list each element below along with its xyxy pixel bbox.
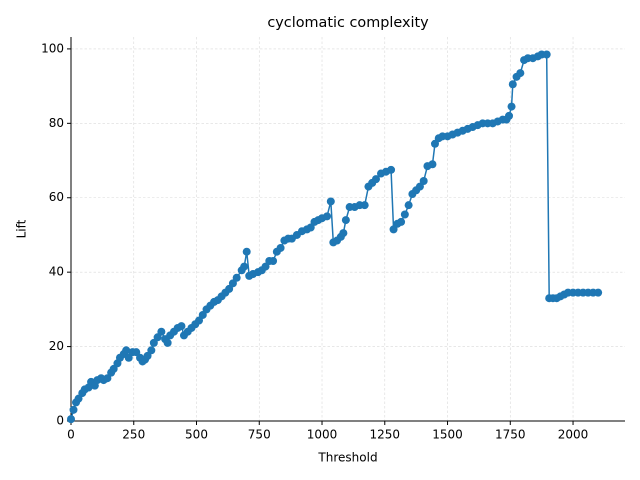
y-tick-label: 60 [49,190,64,204]
y-tick-label: 0 [56,414,64,428]
data-point [400,210,409,219]
data-point [542,50,551,59]
chart-title: cyclomatic complexity [267,15,429,31]
data-point [323,212,332,221]
data-point [508,80,517,89]
data-point [594,288,603,297]
data-point [341,216,350,225]
data-point [69,405,78,414]
data-point [360,201,369,210]
data-point [326,197,335,206]
data-point [507,102,516,111]
data-point [371,175,380,184]
data-point [505,111,514,120]
data-point [147,346,156,355]
x-tick-label: 500 [185,428,208,442]
y-axis-label: Lift [15,219,29,238]
data-point [428,160,437,169]
x-tick-label: 1750 [495,428,526,442]
data-point [242,247,251,256]
data-point [163,338,172,347]
x-tick-label: 2000 [558,428,589,442]
data-point [276,243,285,252]
data-point [67,415,75,424]
data-point [516,69,525,78]
data-point [232,273,241,282]
x-tick-label: 250 [122,428,145,442]
x-axis-label: Threshold [317,451,377,465]
x-tick-label: 750 [248,428,271,442]
y-tick-label: 100 [41,41,64,55]
data-point [404,201,413,210]
data-point [122,346,131,355]
data-point [419,177,428,185]
data-point [157,327,166,336]
data-point [177,322,186,331]
x-tick-label: 1500 [432,428,463,442]
data-line [70,53,599,420]
x-tick-label: 1000 [307,428,338,442]
data-point [240,262,249,271]
y-tick-label: 80 [49,116,64,130]
x-tick-label: 1250 [370,428,401,442]
data-point [397,217,406,226]
y-tick-label: 40 [49,265,64,279]
data-point [339,229,348,238]
data-point [387,165,396,174]
y-tick-label: 20 [49,339,64,353]
data-point [269,257,278,265]
x-tick-label: 0 [67,428,75,442]
